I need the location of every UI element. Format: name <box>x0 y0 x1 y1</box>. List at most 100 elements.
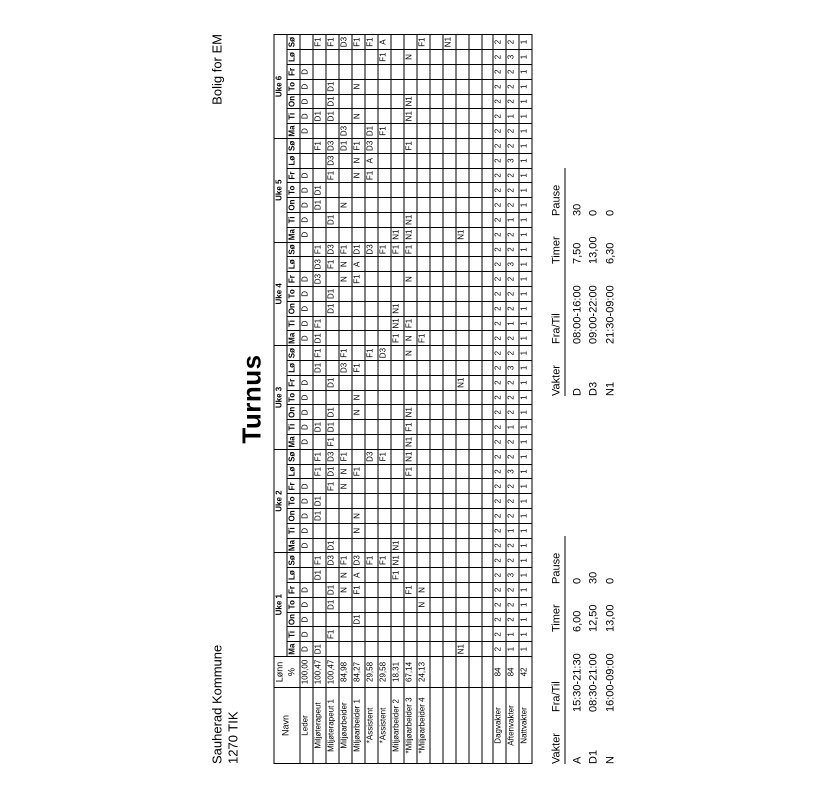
cell <box>351 316 364 331</box>
cell <box>416 153 429 168</box>
cell <box>416 345 429 360</box>
cell: N1 <box>390 301 403 316</box>
cell <box>442 316 455 331</box>
cell: 1 <box>505 523 518 538</box>
cell <box>390 256 403 271</box>
cell <box>338 153 351 168</box>
cell <box>455 552 468 567</box>
cell <box>338 641 351 656</box>
cell <box>468 538 481 553</box>
legend-col-pause: Pause <box>550 536 562 584</box>
cell: F1 <box>403 464 416 479</box>
cell <box>312 153 325 168</box>
cell <box>403 508 416 523</box>
cell: 2 <box>492 286 505 301</box>
cell <box>364 182 377 197</box>
cell: D1 <box>312 508 325 523</box>
cell: F1 <box>364 552 377 567</box>
cell <box>403 168 416 183</box>
cell <box>455 464 468 479</box>
cell <box>468 197 481 212</box>
cell: 1 <box>518 390 531 405</box>
cell: N <box>416 582 429 597</box>
cell: 1 <box>518 434 531 449</box>
cell <box>468 641 481 656</box>
spacer-cell <box>481 597 492 612</box>
spacer-cell <box>481 212 492 227</box>
cell <box>468 626 481 641</box>
cell <box>455 242 468 257</box>
cell <box>364 419 377 434</box>
cell <box>403 493 416 508</box>
day-header: Fr <box>286 478 299 493</box>
cell: F1 <box>338 552 351 567</box>
cell <box>429 94 442 109</box>
cell <box>325 64 338 79</box>
cell <box>468 286 481 301</box>
cell <box>416 271 429 286</box>
cell: D <box>299 182 312 197</box>
cell: 1 <box>518 567 531 582</box>
cell <box>403 641 416 656</box>
cell <box>351 197 364 212</box>
cell: D1 <box>312 493 325 508</box>
cell <box>377 390 390 405</box>
cell <box>429 330 442 345</box>
cell <box>416 49 429 64</box>
row-lonn: 84,98 <box>338 656 351 687</box>
cell: D1 <box>325 464 338 479</box>
spacer-cell <box>481 375 492 390</box>
cell <box>455 64 468 79</box>
cell: 2 <box>492 478 505 493</box>
cell: D1 <box>312 641 325 656</box>
spacer-cell <box>481 449 492 464</box>
cell <box>455 271 468 286</box>
cell: D1 <box>351 242 364 257</box>
day-header: On <box>286 404 299 419</box>
cell <box>416 493 429 508</box>
cell: 1 <box>518 271 531 286</box>
cell: F1 <box>325 434 338 449</box>
cell <box>416 123 429 138</box>
cell: F1 <box>312 449 325 464</box>
cell <box>429 182 442 197</box>
cell: 1 <box>518 182 531 197</box>
row-name <box>429 687 442 763</box>
cell <box>429 375 442 390</box>
cell <box>442 138 455 153</box>
cell <box>390 641 403 656</box>
cell <box>325 330 338 345</box>
cell: D <box>299 212 312 227</box>
cell <box>325 316 338 331</box>
cell <box>468 464 481 479</box>
cell <box>442 493 455 508</box>
cell: 1 <box>518 212 531 227</box>
day-header: Fr <box>286 271 299 286</box>
cell <box>455 79 468 94</box>
legend-right: Vakter Fra/Til Timer Pause D08:00-16:007… <box>550 168 619 396</box>
cell: 1 <box>518 582 531 597</box>
row-name <box>468 687 481 763</box>
cell <box>377 538 390 553</box>
cell: D1 <box>312 197 325 212</box>
spacer-cell <box>481 626 492 641</box>
cell <box>299 49 312 64</box>
row-lonn: 29,58 <box>364 656 377 687</box>
cell <box>312 168 325 183</box>
legend-val: 30 <box>585 536 602 584</box>
cell: 1 <box>505 626 518 641</box>
cell <box>351 330 364 345</box>
cell <box>403 390 416 405</box>
cell <box>351 227 364 242</box>
cell: 2 <box>492 108 505 123</box>
cell <box>442 242 455 257</box>
row-name: Miljøterapeut 1 <box>325 687 338 763</box>
cell <box>455 404 468 419</box>
cell: D1 <box>338 138 351 153</box>
cell <box>429 108 442 123</box>
cell <box>442 301 455 316</box>
day-header: On <box>286 612 299 627</box>
cell <box>468 360 481 375</box>
cell: F1 <box>377 242 390 257</box>
cell <box>377 478 390 493</box>
